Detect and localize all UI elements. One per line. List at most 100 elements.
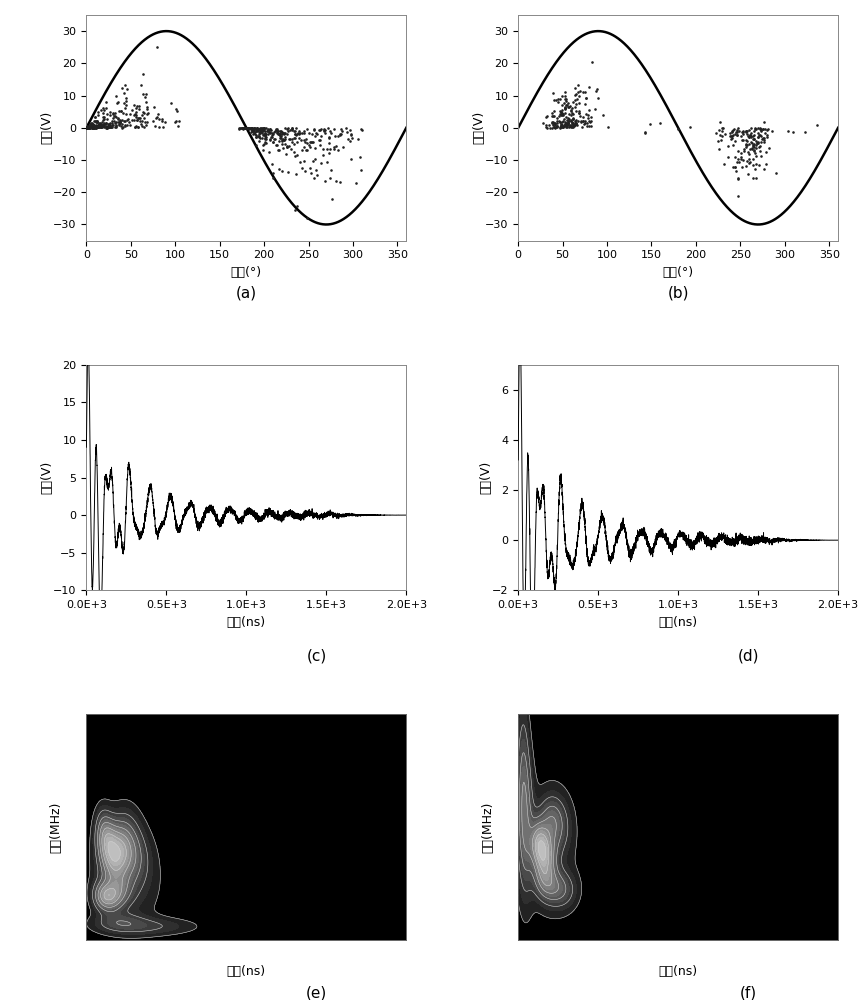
- Point: [115, 118, 129, 134]
- Point: [245, 120, 258, 136]
- Point: [730, 154, 744, 170]
- Point: [762, 140, 776, 156]
- Point: [84, 118, 98, 134]
- Point: [112, 103, 126, 119]
- Point: [353, 149, 367, 165]
- Point: [256, 122, 270, 138]
- Point: [98, 100, 112, 116]
- Point: [91, 119, 105, 135]
- Point: [79, 120, 93, 136]
- Point: [276, 133, 289, 149]
- Point: [295, 142, 308, 158]
- Point: [551, 94, 565, 110]
- Point: [80, 119, 94, 135]
- Point: [323, 141, 337, 157]
- Point: [569, 115, 583, 131]
- Point: [295, 160, 308, 176]
- Point: [550, 91, 564, 107]
- Point: [560, 112, 574, 128]
- Point: [742, 155, 756, 171]
- Point: [285, 121, 299, 137]
- Point: [739, 158, 753, 174]
- Point: [743, 141, 757, 157]
- Point: [292, 126, 306, 142]
- Point: [556, 105, 569, 121]
- Point: [237, 120, 251, 136]
- Point: [290, 134, 304, 150]
- Point: [236, 120, 250, 136]
- Point: [87, 119, 101, 135]
- Point: [749, 137, 763, 153]
- Point: [724, 131, 738, 147]
- Point: [752, 127, 766, 143]
- Point: [753, 127, 766, 143]
- Point: [250, 129, 264, 145]
- Point: [270, 121, 284, 137]
- Point: [285, 134, 299, 150]
- Point: [270, 137, 284, 153]
- Point: [753, 120, 767, 136]
- Point: [555, 119, 569, 135]
- Point: [274, 124, 288, 140]
- Point: [302, 137, 316, 153]
- Point: [149, 109, 163, 125]
- Point: [560, 117, 574, 133]
- Point: [134, 116, 148, 132]
- Point: [305, 126, 319, 142]
- Point: [569, 87, 582, 103]
- Point: [558, 100, 572, 116]
- Point: [735, 132, 749, 148]
- Point: [96, 105, 110, 121]
- Point: [578, 115, 592, 131]
- Point: [253, 125, 267, 141]
- Point: [239, 120, 253, 136]
- Point: [100, 119, 114, 135]
- Point: [127, 97, 141, 113]
- Point: [79, 119, 93, 135]
- Point: [758, 125, 772, 141]
- Point: [86, 119, 99, 135]
- Point: [111, 111, 125, 127]
- Point: [285, 120, 299, 136]
- Point: [271, 126, 285, 142]
- Point: [248, 126, 262, 142]
- Point: [314, 128, 327, 144]
- Point: [321, 135, 335, 151]
- Point: [345, 151, 359, 167]
- Y-axis label: 幅值(V): 幅值(V): [472, 111, 485, 144]
- Point: [129, 107, 143, 123]
- Point: [303, 134, 317, 150]
- Point: [103, 117, 117, 133]
- Point: [86, 120, 99, 136]
- Point: [81, 119, 95, 135]
- Point: [581, 115, 594, 131]
- Point: [90, 119, 104, 135]
- Point: [82, 120, 96, 136]
- Point: [539, 109, 553, 125]
- Point: [90, 118, 104, 134]
- Point: [565, 119, 579, 135]
- Point: [579, 106, 593, 122]
- Point: [728, 133, 742, 149]
- Point: [115, 112, 129, 128]
- Point: [84, 115, 98, 131]
- Point: [79, 119, 93, 135]
- Point: [561, 110, 575, 126]
- Point: [258, 123, 272, 139]
- Point: [545, 120, 559, 136]
- Point: [88, 120, 102, 136]
- Point: [254, 124, 268, 140]
- Point: [79, 119, 93, 135]
- Point: [301, 142, 314, 158]
- Point: [571, 113, 585, 129]
- Point: [324, 125, 338, 141]
- Point: [588, 101, 602, 117]
- Point: [86, 119, 100, 135]
- Point: [137, 119, 151, 135]
- Point: [746, 128, 759, 144]
- Point: [257, 136, 271, 152]
- Point: [709, 125, 723, 141]
- Point: [340, 131, 354, 147]
- Point: [83, 119, 97, 135]
- Point: [109, 108, 123, 124]
